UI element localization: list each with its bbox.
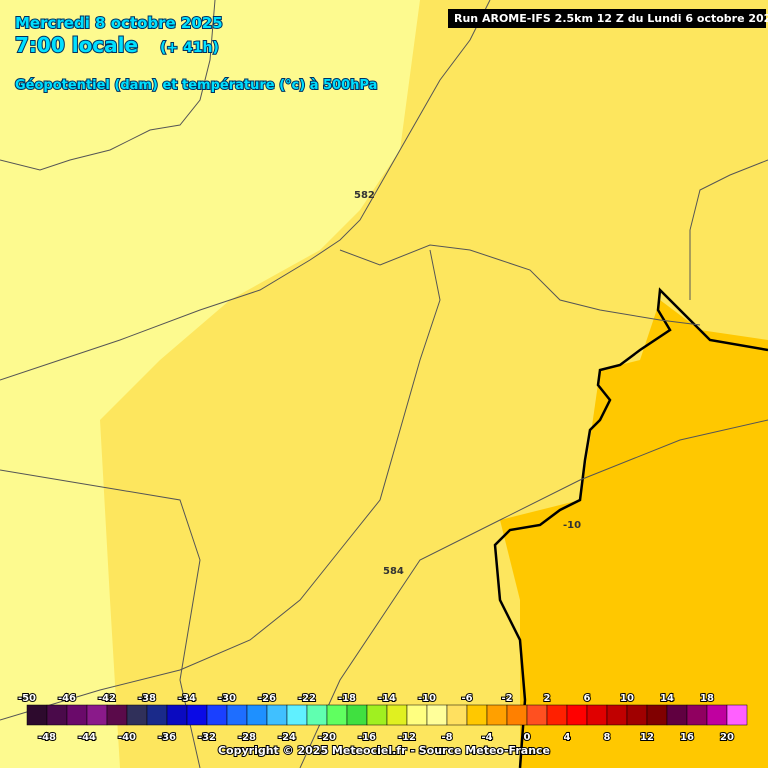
- legend-swatch: [546, 704, 568, 726]
- legend-label: -16: [358, 732, 376, 743]
- lead-time: (+ 41h): [160, 40, 219, 56]
- legend-label: -24: [278, 732, 296, 743]
- legend-swatch: [346, 704, 368, 726]
- isotherm: [493, 287, 768, 769]
- legend-swatch: [166, 704, 188, 726]
- legend-swatch: [326, 704, 348, 726]
- legend-swatch: [666, 704, 688, 726]
- legend-swatch: [126, 704, 148, 726]
- legend-label: -12: [398, 732, 416, 743]
- legend-label: -30: [218, 693, 236, 704]
- legend-swatch: [286, 704, 308, 726]
- legend-swatch: [586, 704, 608, 726]
- border: [0, 0, 216, 171]
- legend-swatch: [506, 704, 528, 726]
- legend-label: -14: [378, 693, 396, 704]
- legend-label: -22: [298, 693, 316, 704]
- contour-label: -10: [563, 520, 581, 531]
- legend-label: -42: [98, 693, 116, 704]
- field-name: Géopotentiel (dam) et température (°c) à…: [15, 78, 377, 93]
- legend-swatch: [526, 704, 548, 726]
- legend-swatch: [386, 704, 408, 726]
- contour-label: 584: [383, 566, 404, 577]
- legend-label: 14: [660, 693, 674, 704]
- legend-label: -38: [138, 693, 156, 704]
- legend-swatch: [226, 704, 248, 726]
- legend-swatch: [726, 704, 748, 726]
- date: Mercredi 8 octobre 2025: [15, 14, 223, 32]
- border: [0, 249, 441, 721]
- legend-label: -28: [238, 732, 256, 743]
- legend-label: -6: [461, 693, 472, 704]
- legend-label: -32: [198, 732, 216, 743]
- legend-label: 8: [604, 732, 611, 743]
- time: 7:00 locale: [15, 33, 138, 57]
- legend-swatch: [466, 704, 488, 726]
- legend-swatch: [606, 704, 628, 726]
- legend-swatch: [146, 704, 168, 726]
- legend-swatch: [566, 704, 588, 726]
- legend-swatch: [186, 704, 208, 726]
- contour-label: 582: [354, 190, 375, 201]
- legend-label: 0: [524, 732, 531, 743]
- border: [0, 0, 491, 381]
- legend-swatch: [206, 704, 228, 726]
- legend-label: 18: [700, 693, 714, 704]
- legend-label: -18: [338, 693, 356, 704]
- legend-label: -20: [318, 732, 336, 743]
- legend-swatch: [406, 704, 428, 726]
- legend-label: 12: [640, 732, 654, 743]
- legend-label: 6: [584, 693, 591, 704]
- legend-label: -4: [481, 732, 492, 743]
- legend-label: -48: [38, 732, 56, 743]
- legend-swatch: [306, 704, 328, 726]
- legend-label: -46: [58, 693, 76, 704]
- legend-swatch: [46, 704, 68, 726]
- legend-swatch: [686, 704, 708, 726]
- run-info: Run AROME-IFS 2.5km 12 Z du Lundi 6 octo…: [454, 12, 768, 25]
- legend-label: -10: [418, 693, 436, 704]
- legend-label: -44: [78, 732, 96, 743]
- legend-label: -36: [158, 732, 176, 743]
- legend-label: 4: [564, 732, 571, 743]
- legend-label: 16: [680, 732, 694, 743]
- legend-swatch: [366, 704, 388, 726]
- legend-swatch: [706, 704, 728, 726]
- legend-swatch: [446, 704, 468, 726]
- copyright: Copyright © 2025 Meteociel.fr - Source M…: [218, 744, 550, 757]
- legend-label: 2: [544, 693, 551, 704]
- warm-zone: [500, 300, 768, 768]
- legend-swatch: [646, 704, 668, 726]
- legend-swatch: [626, 704, 648, 726]
- legend-swatch: [26, 704, 48, 726]
- legend-swatch: [486, 704, 508, 726]
- legend-label: -40: [118, 732, 136, 743]
- legend-swatch: [426, 704, 448, 726]
- legend-label: -26: [258, 693, 276, 704]
- legend-label: 10: [620, 693, 634, 704]
- legend-swatch: [106, 704, 128, 726]
- border: [0, 469, 201, 769]
- run-box: [448, 9, 766, 28]
- legend-swatch: [66, 704, 88, 726]
- legend-swatch: [246, 704, 268, 726]
- legend-label: -2: [501, 693, 512, 704]
- color-legend: -50-48-46-44-42-40-38-36-34-32-30-28-26-…: [17, 692, 748, 744]
- border: [689, 159, 768, 300]
- legend-label: -8: [441, 732, 452, 743]
- border: [299, 419, 768, 769]
- legend-label: -34: [178, 693, 196, 704]
- border: [339, 244, 701, 326]
- legend-swatch: [266, 704, 288, 726]
- legend-label: -50: [18, 693, 36, 704]
- legend-swatch: [86, 704, 108, 726]
- legend-label: 20: [720, 732, 734, 743]
